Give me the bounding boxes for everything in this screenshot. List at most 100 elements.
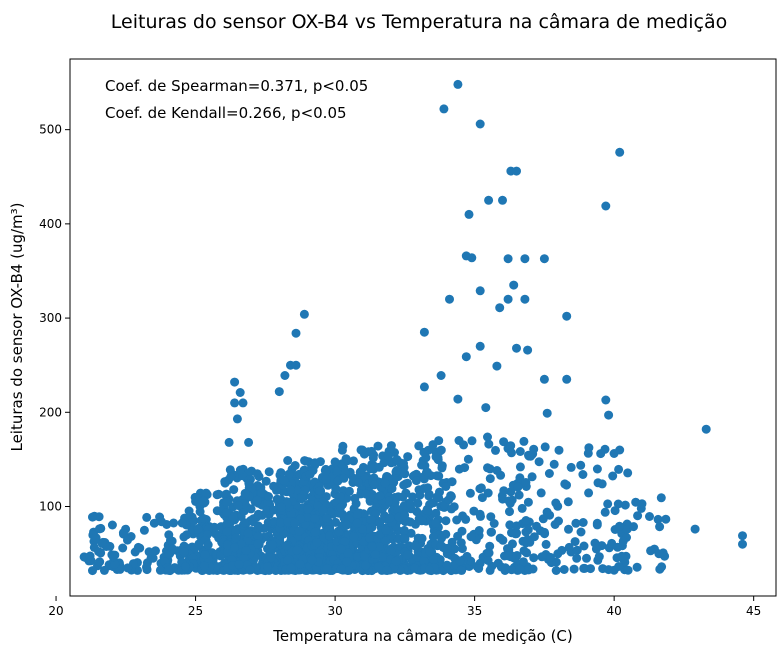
data-point bbox=[244, 437, 254, 447]
data-point bbox=[513, 482, 523, 492]
data-point bbox=[321, 467, 331, 476]
x-axis-label: Temperatura na câmara de medição (C) bbox=[272, 627, 573, 645]
data-point bbox=[447, 537, 457, 547]
data-point bbox=[222, 520, 231, 529]
data-point bbox=[322, 513, 332, 523]
data-point bbox=[200, 550, 210, 560]
data-point bbox=[538, 514, 548, 524]
data-point bbox=[514, 490, 524, 500]
data-point bbox=[107, 520, 117, 530]
data-point bbox=[578, 518, 588, 527]
data-point bbox=[201, 488, 211, 498]
y-axis-ticks: 100 200 300 400 500 bbox=[39, 123, 70, 514]
data-point bbox=[240, 518, 249, 528]
data-point bbox=[292, 545, 302, 555]
data-point bbox=[654, 549, 664, 559]
data-point bbox=[633, 511, 643, 521]
chart-title: Leituras do sensor OX-B4 vs Temperatura … bbox=[111, 11, 727, 33]
data-point bbox=[512, 166, 521, 176]
data-point bbox=[610, 506, 620, 516]
data-point bbox=[230, 377, 240, 387]
annotation-spearman: Coef. de Spearman=0.371, p<0.05 bbox=[105, 77, 368, 95]
data-point bbox=[521, 516, 531, 525]
data-point bbox=[225, 465, 235, 475]
data-point bbox=[97, 539, 107, 548]
data-point bbox=[235, 388, 245, 397]
data-point bbox=[336, 544, 346, 554]
data-point bbox=[523, 497, 533, 507]
data-point bbox=[417, 460, 427, 470]
data-point bbox=[182, 530, 192, 540]
data-point bbox=[570, 537, 580, 547]
data-point bbox=[515, 447, 525, 456]
data-point bbox=[286, 509, 296, 519]
data-point bbox=[738, 539, 747, 549]
data-point bbox=[243, 528, 253, 538]
data-point bbox=[123, 535, 132, 545]
data-point bbox=[177, 518, 187, 528]
data-point bbox=[375, 518, 385, 527]
data-point bbox=[406, 500, 416, 510]
data-point bbox=[431, 452, 441, 462]
data-point bbox=[382, 565, 392, 575]
data-point bbox=[475, 119, 485, 129]
data-point bbox=[505, 520, 515, 530]
data-point bbox=[507, 448, 516, 458]
data-point bbox=[618, 536, 628, 546]
data-point bbox=[467, 436, 477, 446]
data-point bbox=[403, 452, 413, 462]
data-point bbox=[576, 460, 586, 470]
data-point bbox=[486, 512, 496, 522]
data-point bbox=[474, 526, 484, 535]
data-point bbox=[428, 440, 438, 450]
data-point bbox=[566, 462, 576, 472]
x-tick-label: 30 bbox=[327, 604, 342, 618]
data-point bbox=[280, 371, 290, 380]
data-point bbox=[212, 490, 222, 500]
y-tick-label: 500 bbox=[39, 123, 62, 137]
data-point bbox=[614, 464, 624, 474]
data-point bbox=[403, 478, 412, 488]
data-point bbox=[392, 455, 402, 464]
data-point bbox=[399, 525, 409, 535]
data-point bbox=[264, 492, 273, 501]
data-point bbox=[380, 478, 390, 488]
data-point bbox=[361, 489, 371, 499]
data-point bbox=[520, 294, 530, 304]
data-point bbox=[578, 470, 588, 479]
data-point bbox=[195, 507, 205, 517]
data-point bbox=[519, 436, 529, 446]
data-point bbox=[398, 492, 408, 502]
data-point bbox=[374, 562, 384, 572]
data-point bbox=[551, 566, 561, 575]
data-point bbox=[452, 515, 462, 525]
data-point bbox=[534, 457, 544, 467]
data-point bbox=[239, 553, 249, 563]
data-point bbox=[336, 503, 345, 512]
data-point bbox=[286, 563, 296, 573]
data-point bbox=[198, 513, 208, 523]
data-point bbox=[307, 555, 317, 565]
data-point bbox=[279, 475, 289, 485]
data-point bbox=[601, 395, 611, 405]
data-point bbox=[411, 476, 421, 486]
data-point bbox=[466, 532, 476, 542]
data-point bbox=[560, 479, 570, 489]
data-point bbox=[312, 538, 322, 548]
data-point bbox=[505, 507, 514, 517]
data-point bbox=[523, 345, 533, 355]
data-point bbox=[579, 563, 589, 573]
data-point bbox=[553, 501, 563, 511]
data-point bbox=[291, 360, 301, 370]
data-point bbox=[94, 524, 104, 534]
data-point bbox=[384, 496, 393, 506]
data-point bbox=[629, 522, 638, 532]
data-point bbox=[263, 562, 272, 572]
data-point bbox=[403, 550, 412, 560]
data-point bbox=[559, 565, 569, 574]
x-tick-label: 40 bbox=[607, 604, 622, 618]
data-point bbox=[410, 541, 420, 551]
data-point bbox=[240, 488, 250, 498]
data-point bbox=[223, 547, 232, 557]
data-point bbox=[264, 467, 274, 477]
